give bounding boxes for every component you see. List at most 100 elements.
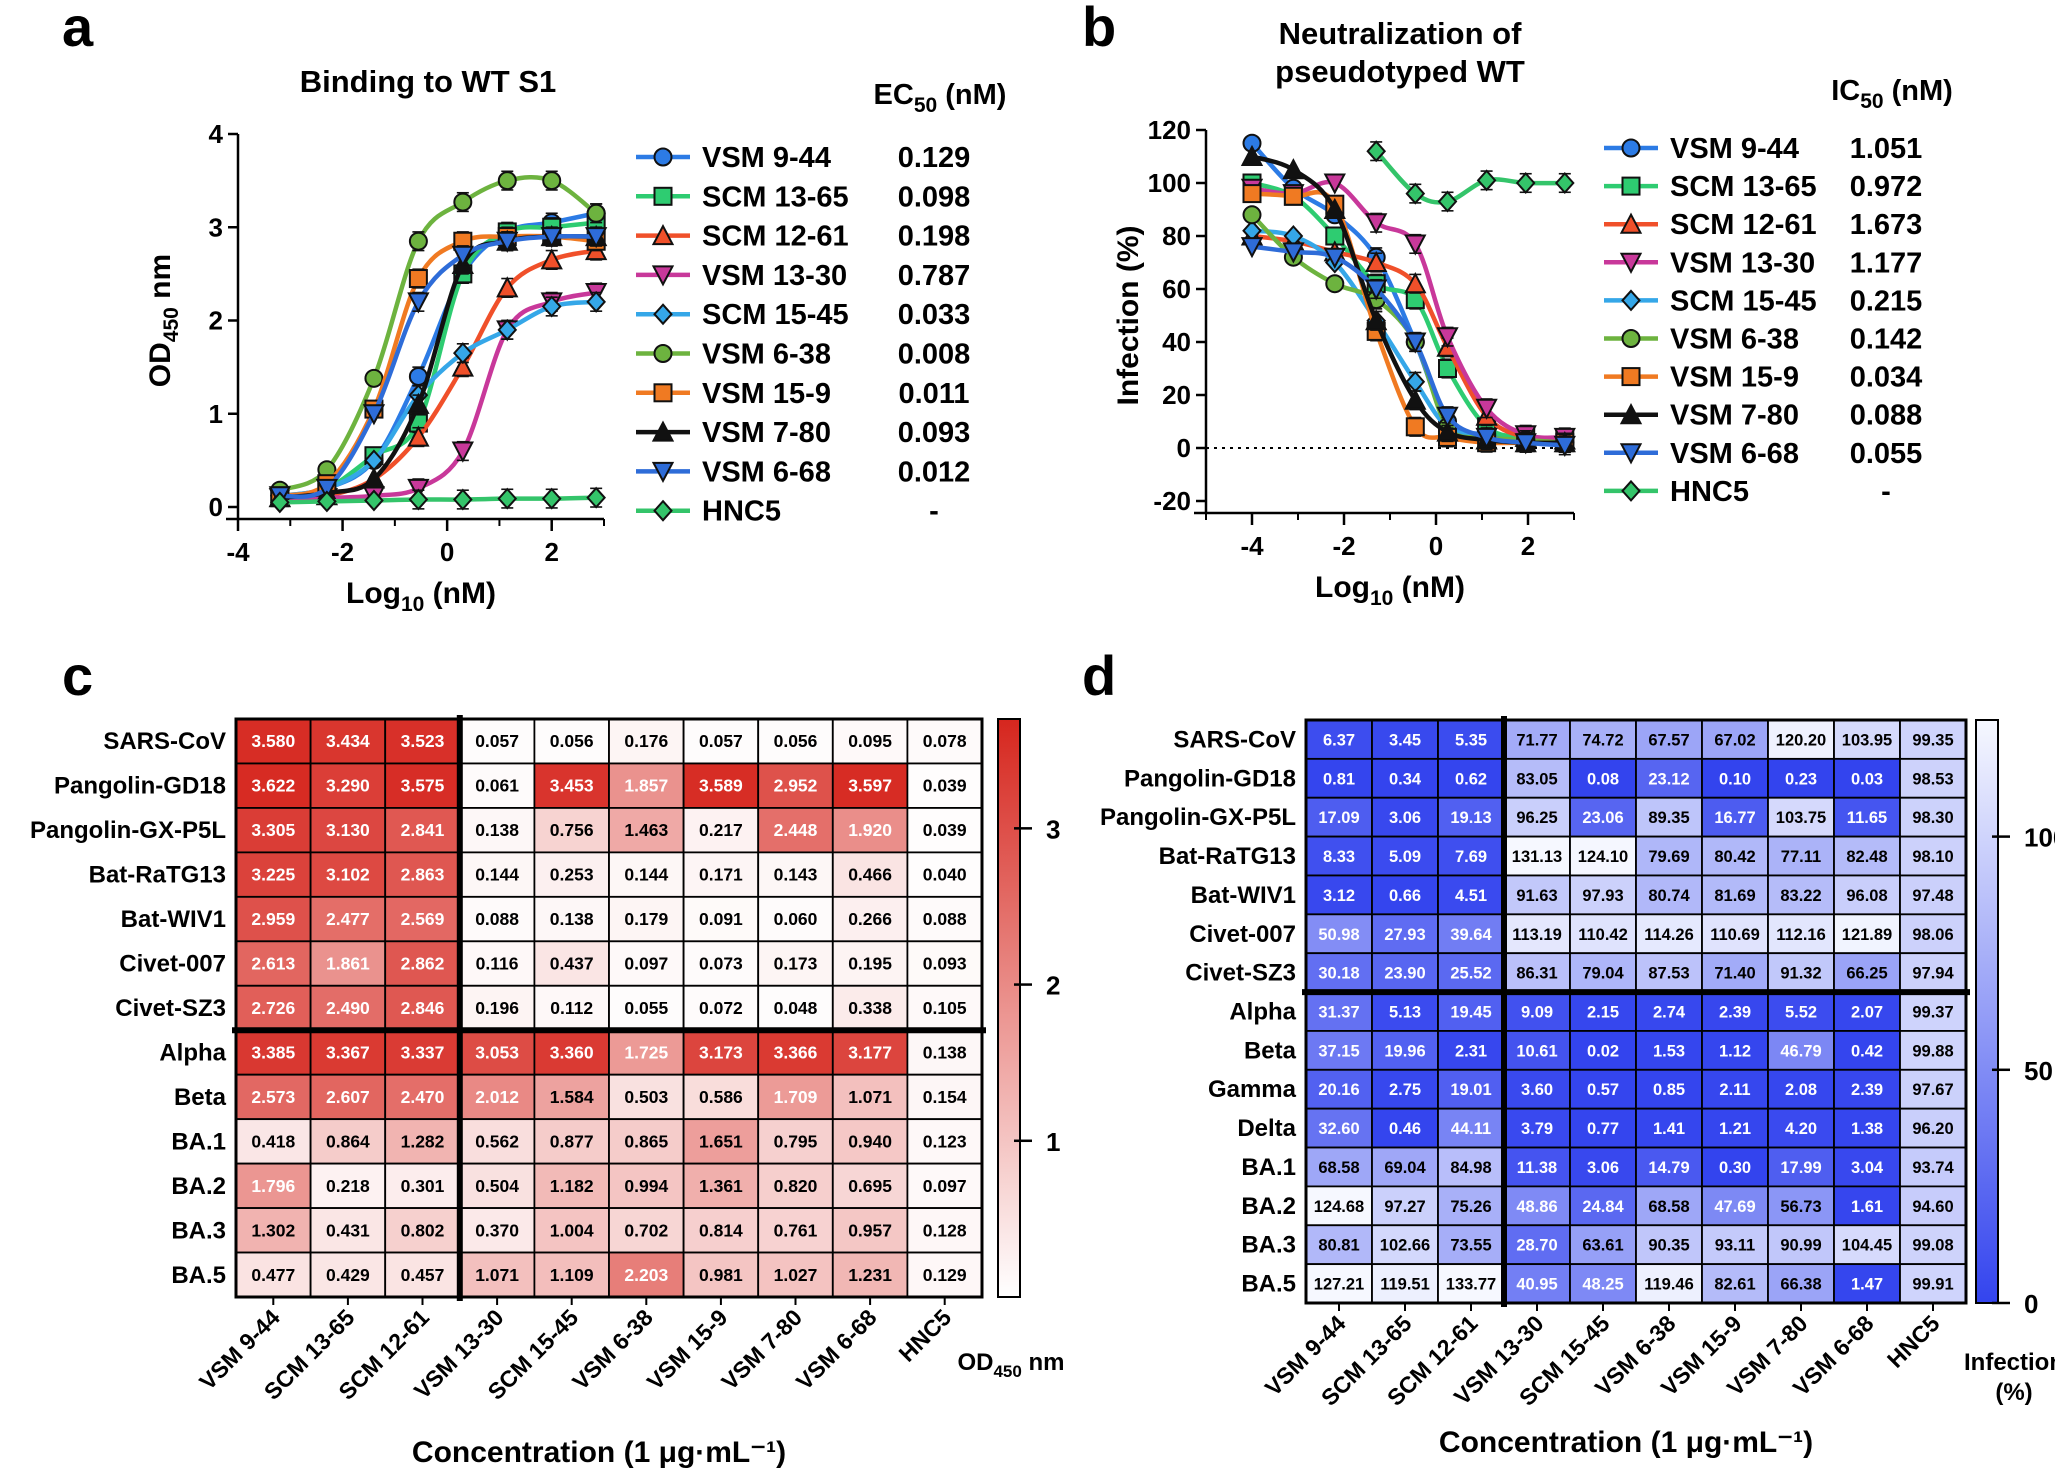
cell-value: 75.26 <box>1450 1198 1491 1216</box>
heatmap-cell <box>1305 1107 1373 1149</box>
heatmap-cell <box>757 1207 834 1254</box>
data-point-vsm-6-68 <box>1365 279 1388 301</box>
heatmap-cell <box>1371 913 1439 955</box>
cell-value: 39.64 <box>1450 926 1492 944</box>
chart-title: Binding to WT S1 <box>300 64 557 99</box>
cell-value: 0.85 <box>1653 1081 1685 1099</box>
legend-marker-hnc5 <box>1621 479 1641 502</box>
row-label-ba-3: BA.3 <box>1241 1232 1296 1259</box>
cell-value: 3.130 <box>326 820 370 840</box>
cell-value: 97.67 <box>1912 1081 1953 1099</box>
cell-value: 104.45 <box>1842 1237 1892 1255</box>
heatmap-cell <box>1833 1030 1901 1071</box>
heatmap-cell <box>458 1118 536 1165</box>
heatmap-cell <box>1701 1107 1769 1149</box>
cell-value: 2.569 <box>401 909 445 929</box>
heatmap-cell <box>1635 991 1703 1032</box>
cell-value: 1.796 <box>251 1176 295 1196</box>
legend-marker-vsm-6-68 <box>1619 443 1643 465</box>
cell-value: 2.959 <box>251 909 295 929</box>
heatmap-cell <box>757 851 834 898</box>
heatmap-cell <box>533 1118 610 1165</box>
cell-value: 0.08 <box>1587 770 1619 788</box>
cell-value: 82.61 <box>1714 1276 1755 1294</box>
heatmap-cell <box>1635 1185 1703 1227</box>
row-label-civet-sz3: Civet-SZ3 <box>1185 960 1296 987</box>
cell-value: 97.27 <box>1384 1198 1425 1216</box>
series-line-vsm-13-30 <box>1251 179 1565 440</box>
series-vsm-7-80: VSM 7-80 0.088 <box>1240 144 1922 453</box>
heatmap-cell <box>682 1162 760 1209</box>
heatmap-cell <box>1833 1263 1901 1304</box>
heatmap-cell <box>1701 952 1769 993</box>
cell-value: 68.58 <box>1648 1198 1689 1216</box>
cell-value: 99.88 <box>1912 1042 1953 1060</box>
cell-value: 0.23 <box>1785 770 1817 788</box>
data-point-vsm-6-38 <box>453 192 473 212</box>
x-tick-label: -2 <box>1332 531 1355 561</box>
data-point-vsm-7-80 <box>1365 309 1388 331</box>
y-tick-label: 1 <box>209 399 223 429</box>
cell-value: 1.725 <box>624 1042 668 1062</box>
cell-value: 25.52 <box>1450 965 1491 983</box>
series-vsm-15-9: VSM 15-9 0.034 <box>1242 184 1922 453</box>
cell-value: 32.60 <box>1318 1120 1359 1138</box>
cell-value: 0.138 <box>550 909 594 929</box>
heatmap-cell <box>682 940 760 987</box>
data-point-vsm-13-30 <box>1365 213 1388 235</box>
cell-value: 23.06 <box>1582 809 1623 827</box>
cell-value: 10.61 <box>1516 1042 1557 1060</box>
cell-value: 3.06 <box>1587 1159 1619 1177</box>
cell-value: 0.795 <box>774 1131 818 1151</box>
data-point-hnc5 <box>452 488 473 511</box>
data-point-vsm-15-9 <box>1283 186 1303 206</box>
legend-marker-scm-13-65 <box>1621 176 1641 196</box>
row-label-pangolin-gd18: Pangolin-GD18 <box>54 773 226 800</box>
cell-value: 3.434 <box>326 731 370 751</box>
data-point-vsm-6-68 <box>1240 237 1264 259</box>
heatmap-cell <box>757 807 834 854</box>
cell-value: 3.367 <box>326 1042 370 1062</box>
cell-value: 3.575 <box>401 776 445 796</box>
y-tick-label: 0 <box>209 492 223 522</box>
row-label-alpha: Alpha <box>1229 999 1296 1026</box>
cell-value: 19.45 <box>1450 1004 1491 1022</box>
cell-value: 97.94 <box>1912 965 1954 983</box>
heatmap-cell <box>1569 1185 1637 1227</box>
cell-value: 1.071 <box>848 1087 892 1107</box>
row-label-ba-2: BA.2 <box>171 1173 226 1200</box>
cell-value: 0.057 <box>475 731 519 751</box>
cell-value: 83.05 <box>1516 770 1557 788</box>
series-hnc5: HNC5 - <box>269 486 939 528</box>
heatmap-cell <box>1371 835 1439 877</box>
cell-value: 73.55 <box>1450 1237 1491 1255</box>
heatmap-cell <box>384 762 461 809</box>
data-point-hnc5 <box>541 487 562 510</box>
heatmap-cell <box>1305 991 1373 1032</box>
data-point-vsm-6-38 <box>408 231 428 251</box>
cell-value: 0.095 <box>848 731 892 751</box>
cell-value: 2.39 <box>1719 1004 1751 1022</box>
cell-value: 0.301 <box>401 1176 445 1196</box>
heatmap-cell <box>1899 757 1967 799</box>
cell-value: 47.69 <box>1714 1198 1755 1216</box>
heatmap-cell <box>1569 1107 1637 1149</box>
data-point-scm-12-61 <box>540 248 563 270</box>
row-label-ba-5: BA.5 <box>171 1262 226 1289</box>
cell-value: 0.562 <box>475 1131 519 1151</box>
panel-label-d: d <box>1082 644 1116 707</box>
cell-value: 5.35 <box>1455 731 1487 749</box>
heatmap-cell <box>309 1251 387 1298</box>
cell-value: 0.195 <box>848 954 892 974</box>
cell-value: 79.04 <box>1582 965 1624 983</box>
heatmap-c: SARS-CoV 3.580 3.434 3.523 0.057 0.056 0.176 0.… <box>30 715 1065 1469</box>
cell-value: 5.09 <box>1389 848 1421 866</box>
legend-header: IC50 (nM) <box>1831 75 1953 113</box>
legend-label-vsm-6-38: VSM 6-38 <box>702 339 831 371</box>
cell-value: 19.96 <box>1384 1042 1425 1060</box>
cell-value: 1.920 <box>848 820 892 840</box>
cell-value: 68.58 <box>1318 1159 1359 1177</box>
cell-value: 4.20 <box>1785 1120 1817 1138</box>
cell-value: 80.81 <box>1318 1237 1359 1255</box>
